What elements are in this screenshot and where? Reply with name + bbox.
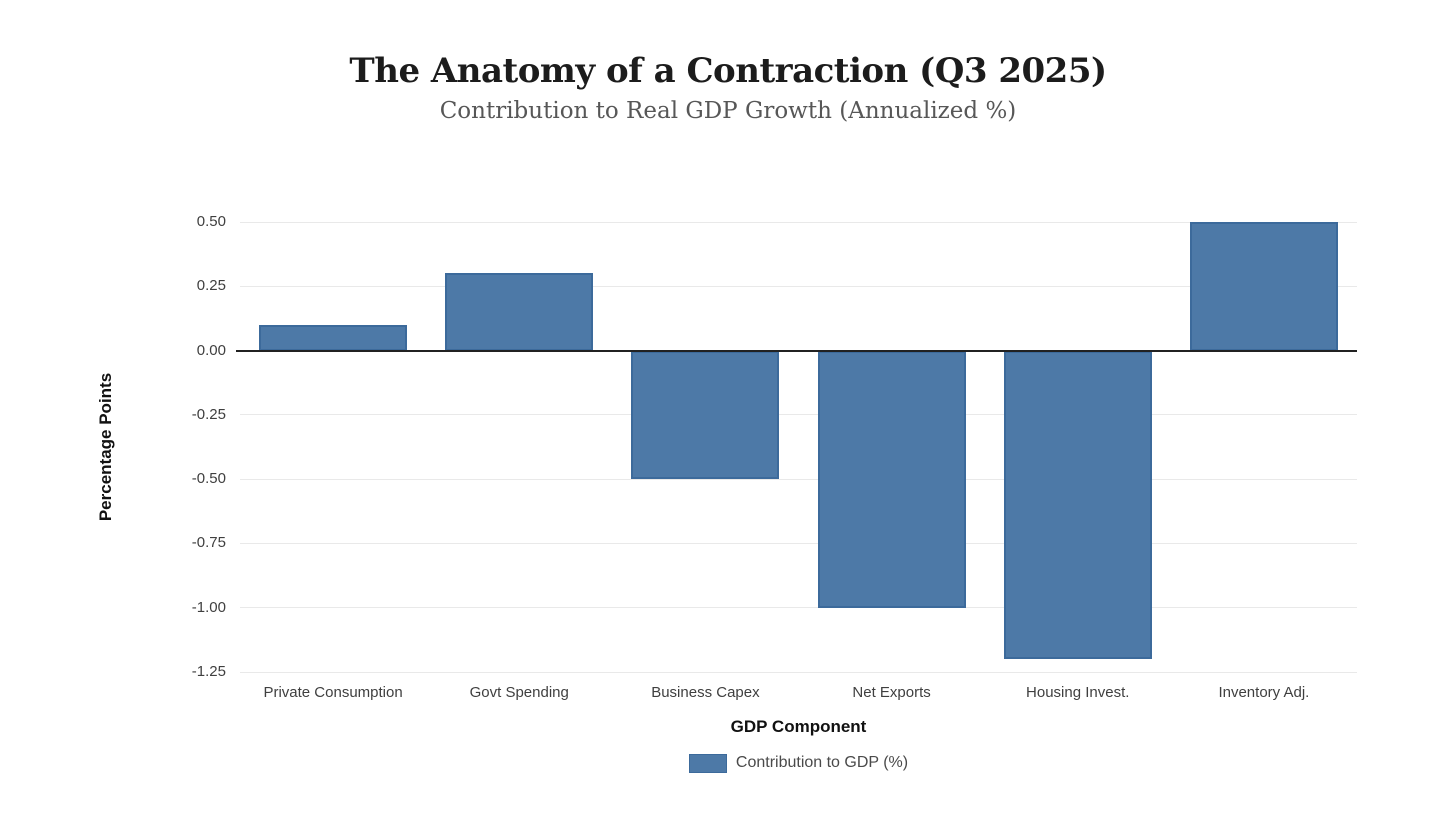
legend: Contribution to GDP (%)	[240, 752, 1357, 774]
y-tick-label--1.25: -1.25	[191, 663, 226, 680]
x-axis-tick-labels: Private Consumption Govt Spending Business…	[240, 683, 1357, 703]
y-axis-title: Percentage Points	[96, 372, 115, 522]
chart-subtitle: Contribution to Real GDP Growth (Annuali…	[439, 98, 1017, 124]
gridline-y-0.50	[240, 221, 1357, 223]
gridline-y--1.25	[240, 671, 1357, 673]
bar-govt-spending	[445, 273, 593, 351]
chart-title: The Anatomy of a Contraction (Q3 2025)	[349, 51, 1107, 91]
chart-header: The Anatomy of a Contraction (Q3 2025) C…	[0, 50, 1456, 126]
y-tick-label-0.50: 0.50	[196, 213, 226, 230]
y-tick-label-0.25: 0.25	[196, 277, 226, 295]
x-tick-label-inventory-adj: Inventory Adj.	[1218, 684, 1310, 701]
y-tick-label-0.00: 0.00	[196, 341, 226, 359]
bar-housing-invest	[1004, 350, 1152, 660]
gridline-y--0.25	[240, 414, 1357, 416]
gridline-y--0.50	[240, 478, 1357, 480]
x-tick-label-govt-spending: Govt Spending	[469, 684, 569, 701]
x-axis-title: GDP Component	[730, 717, 867, 736]
legend-label: Contribution to GDP (%)	[735, 754, 909, 771]
bar-business-capex	[631, 350, 779, 480]
bar-net-exports	[818, 350, 966, 608]
y-tick-label--0.75: -0.75	[191, 534, 226, 552]
gridline-y--1.00	[240, 607, 1357, 609]
zero-axis-line	[236, 349, 1357, 352]
x-tick-label-net-exports: Net Exports	[852, 684, 931, 701]
x-tick-label-private-consumption: Private Consumption	[263, 684, 403, 701]
x-tick-label-housing-invest: Housing Invest.	[1026, 684, 1130, 701]
plot-area	[236, 221, 1357, 673]
gridline-y--0.75	[240, 542, 1357, 544]
legend-swatch-icon	[688, 753, 727, 773]
bar-inventory-adj	[1190, 222, 1338, 351]
y-axis-tick-labels: 0.50 0.25 0.00 -0.25 -0.50 -0.75 -1.00 -1.25	[130, 213, 226, 680]
x-tick-label-business-capex: Business Capex	[651, 684, 760, 701]
y-tick-label--0.50: -0.50	[191, 470, 226, 488]
gridline-y-0.25	[240, 285, 1357, 287]
y-tick-label--1.00: -1.00	[191, 598, 226, 616]
bar-private-consumption	[259, 324, 407, 351]
y-tick-label--0.25: -0.25	[191, 405, 226, 423]
